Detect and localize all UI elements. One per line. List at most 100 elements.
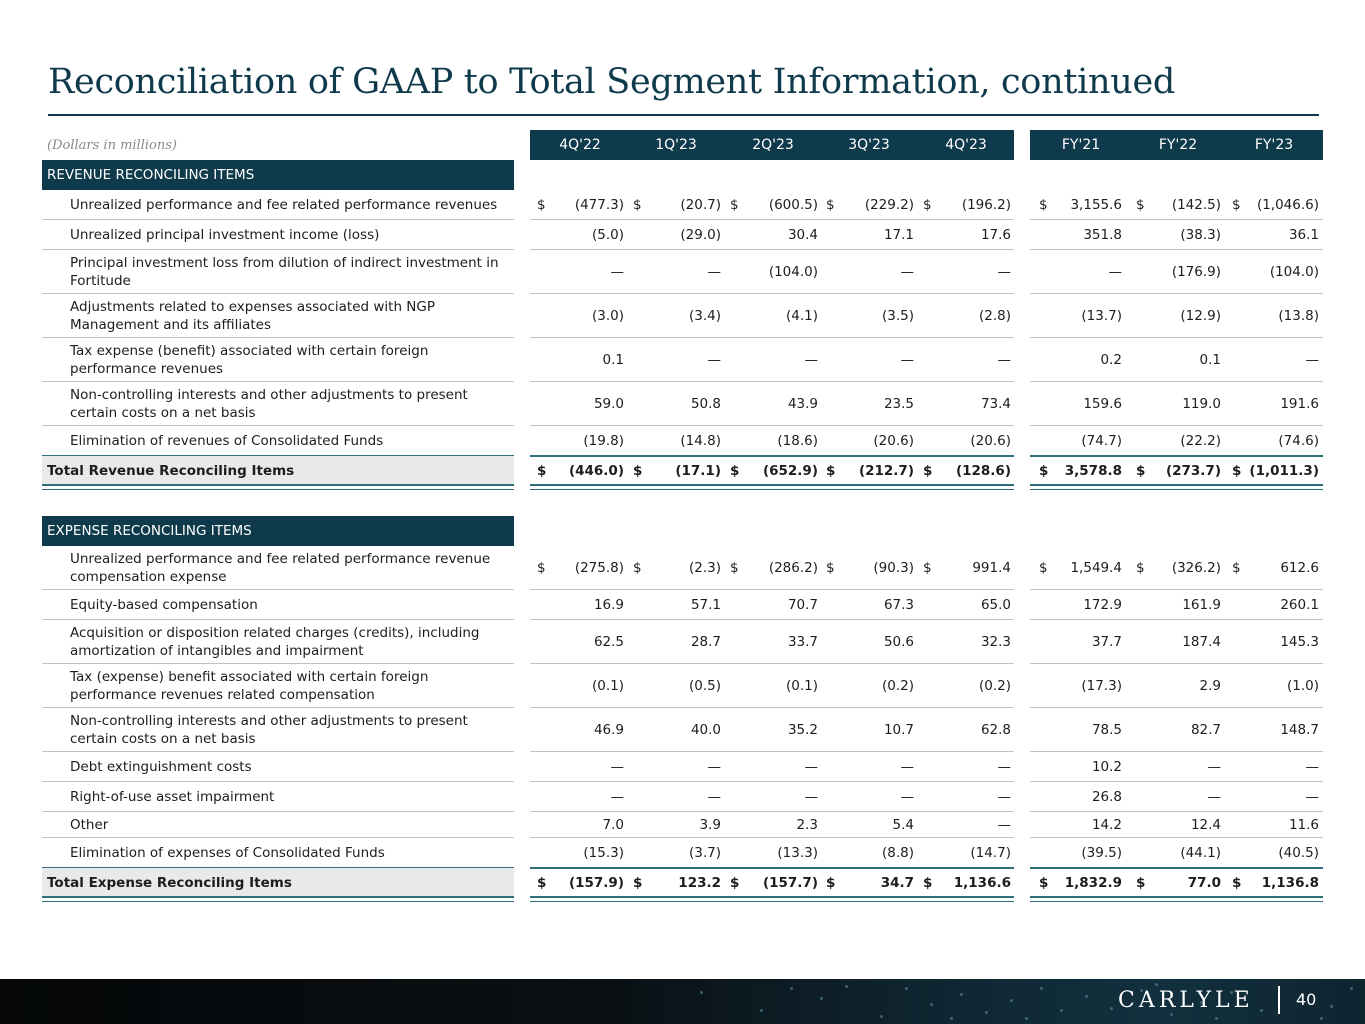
currency-symbol: $: [537, 875, 547, 891]
row-label: Unrealized performance and fee related p…: [42, 190, 514, 220]
currency-symbol: $: [633, 560, 642, 576]
value-cell: —: [1108, 264, 1123, 280]
value-cell: 59.0: [593, 396, 624, 412]
row-label: Principal investment loss from dilution …: [42, 250, 514, 294]
table-row: Tax expense (benefit) associated with ce…: [42, 338, 1323, 382]
value-cell: —: [1207, 789, 1222, 805]
row-divider: [1030, 381, 1323, 382]
row-label-text: Principal investment loss from dilution …: [70, 255, 499, 289]
footer-dot: [1230, 991, 1233, 994]
row-divider: [530, 589, 1014, 590]
value-cell: 0.1: [1199, 352, 1221, 368]
value-cell: 3,155.6: [1070, 197, 1122, 213]
value-cell: (4.1): [785, 308, 818, 324]
value-cell: 7.0: [602, 817, 624, 833]
table-row: Acquisition or disposition related charg…: [42, 620, 1323, 664]
row-divider: [42, 381, 514, 382]
value-cell: 78.5: [1091, 722, 1122, 738]
row-label: Elimination of expenses of Consolidated …: [42, 838, 514, 868]
value-cell: 14.2: [1091, 817, 1122, 833]
value-cell: 172.9: [1083, 597, 1122, 613]
table-row: Adjustments related to expenses associat…: [42, 294, 1323, 338]
column-header: 4Q'22: [559, 137, 601, 153]
value-cell: (196.2): [961, 197, 1011, 213]
footer-dot: [1110, 1007, 1113, 1010]
value-cell: 17.6: [980, 227, 1011, 243]
row-label-text: Unrealized performance and fee related p…: [70, 551, 491, 585]
currency-symbol: $: [1232, 463, 1242, 479]
table-row: Tax (expense) benefit associated with ce…: [42, 664, 1323, 708]
row-label: Unrealized principal investment income (…: [42, 220, 514, 250]
row-divider: [42, 219, 514, 220]
value-cell: —: [997, 264, 1012, 280]
value-cell: 65.0: [980, 597, 1011, 613]
row-divider: [42, 781, 514, 782]
title-divider: [48, 114, 1319, 116]
value-cell: 161.9: [1182, 597, 1221, 613]
footer-dot: [905, 987, 908, 990]
value-cell: 23.5: [883, 396, 914, 412]
footer-dot: [1330, 1005, 1333, 1008]
value-cell: 50.6: [883, 634, 914, 650]
currency-symbol: $: [826, 197, 835, 213]
value-cell: (20.6): [873, 433, 914, 449]
currency-symbol: $: [1232, 560, 1241, 576]
table-row: Debt extinguishment costs — — — — — 10.2 — —: [42, 752, 1323, 782]
table-row: Non-controlling interests and other adju…: [42, 382, 1323, 426]
footer-band: [0, 979, 1365, 1024]
value-cell: 11.6: [1288, 817, 1319, 833]
row-divider: [530, 619, 1014, 620]
total-label: Total Expense Reconciling Items: [42, 868, 514, 898]
value-cell: (275.8): [574, 560, 624, 576]
row-label: Tax (expense) benefit associated with ce…: [42, 664, 514, 708]
row-divider: [1030, 751, 1323, 752]
value-cell: (17.3): [1081, 678, 1122, 694]
value-cell: (326.2): [1171, 560, 1221, 576]
currency-symbol: $: [633, 463, 643, 479]
row-label-text: Tax expense (benefit) associated with ce…: [70, 343, 429, 377]
value-cell: 2.3: [796, 817, 818, 833]
value-cell: 148.7: [1280, 722, 1319, 738]
table-row: Unrealized performance and fee related p…: [42, 546, 1323, 590]
currency-symbol: $: [730, 197, 739, 213]
total-row-shading: [42, 868, 514, 898]
value-cell: (19.8): [583, 433, 624, 449]
currency-symbol: $: [1039, 463, 1049, 479]
section-heading-text: REVENUE RECONCILING ITEMS: [47, 167, 255, 183]
units-note: (Dollars in millions): [47, 137, 177, 153]
value-cell: (15.3): [583, 845, 624, 861]
row-divider: [1030, 293, 1323, 294]
value-cell: 0.1: [602, 352, 624, 368]
value-cell: (18.6): [777, 433, 818, 449]
row-divider: [42, 663, 514, 664]
column-header: 2Q'23: [752, 137, 794, 153]
value-cell: (13.3): [777, 845, 818, 861]
currency-symbol: $: [826, 463, 836, 479]
row-label: Elimination of revenues of Consolidated …: [42, 426, 514, 456]
footer-dot: [930, 1003, 933, 1006]
value-cell: (0.2): [881, 678, 914, 694]
currency-symbol: $: [537, 560, 546, 576]
value-cell: 34.7: [880, 875, 914, 891]
value-cell: (22.2): [1180, 433, 1221, 449]
table-row: Total Expense Reconciling Items (157.9) $1…: [42, 867, 1323, 902]
value-cell: —: [1305, 759, 1320, 775]
total-double-rule: [1030, 896, 1323, 902]
currency-symbol: $: [633, 197, 642, 213]
row-divider: [42, 837, 514, 838]
total-top-rule: [530, 455, 1014, 457]
value-cell: 30.4: [787, 227, 818, 243]
value-cell: —: [997, 352, 1012, 368]
row-label-text: Non-controlling interests and other adju…: [70, 387, 468, 421]
table-row: Other 7.0 3.9 2.3 5.4 — 14.2 12.4 11.6: [42, 812, 1323, 838]
row-label-text: Unrealized performance and fee related p…: [70, 197, 498, 213]
value-cell: 1,549.4: [1070, 560, 1122, 576]
table-row: EXPENSE RECONCILING ITEMS: [42, 516, 1323, 546]
value-cell: (74.6): [1278, 433, 1319, 449]
column-header: 3Q'23: [848, 137, 890, 153]
currency-symbol: $: [923, 560, 932, 576]
value-cell: —: [1207, 759, 1222, 775]
column-header: FY'23: [1254, 137, 1294, 153]
row-divider: [42, 707, 514, 708]
value-cell: 3,578.8: [1064, 463, 1122, 479]
